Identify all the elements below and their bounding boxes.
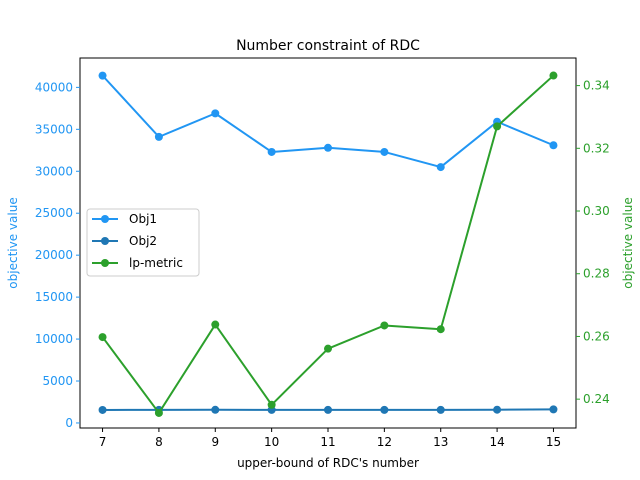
data-point-lp-metric bbox=[211, 320, 220, 329]
data-point-obj2 bbox=[324, 405, 332, 414]
y-left-tick-label: 25000 bbox=[35, 206, 73, 220]
chart-title: Number constraint of RDC bbox=[236, 38, 420, 54]
data-point-obj2 bbox=[493, 405, 502, 414]
y-right-tick-label: 0.34 bbox=[583, 79, 610, 93]
y-axis-label-right: objective value bbox=[621, 197, 635, 288]
y-right-tick-label: 0.30 bbox=[583, 204, 610, 218]
y-right-tick-label: 0.26 bbox=[583, 329, 610, 343]
x-tick-label: 9 bbox=[211, 435, 219, 449]
legend-label-lp-metric: lp-metric bbox=[129, 256, 183, 270]
data-point-lp-metric bbox=[549, 71, 558, 80]
data-point-obj2 bbox=[98, 405, 107, 414]
data-point-obj1 bbox=[211, 109, 220, 118]
legend-marker-obj2 bbox=[101, 237, 109, 245]
y-left-tick-label: 35000 bbox=[35, 122, 73, 136]
data-point-obj1 bbox=[436, 163, 445, 172]
y-axis-label-left: objective value bbox=[6, 197, 20, 288]
legend-marker-lp-metric bbox=[101, 259, 109, 267]
data-point-obj2 bbox=[549, 405, 558, 414]
data-point-lp-metric bbox=[267, 400, 276, 409]
y-left-tick-label: 40000 bbox=[35, 80, 73, 94]
y-left-tick-label: 20000 bbox=[35, 248, 73, 262]
x-tick-label: 11 bbox=[320, 435, 335, 449]
data-point-obj1 bbox=[380, 147, 389, 156]
legend-frame bbox=[86, 208, 200, 277]
x-tick-label: 13 bbox=[433, 435, 448, 449]
data-point-obj1 bbox=[98, 71, 107, 80]
y-left-tick-label: 5000 bbox=[42, 374, 73, 388]
y-left-tick-label: 10000 bbox=[35, 332, 73, 346]
data-point-obj2 bbox=[380, 405, 389, 414]
x-tick-label: 10 bbox=[264, 435, 279, 449]
data-point-lp-metric bbox=[324, 344, 332, 353]
legend-label-obj2: Obj2 bbox=[129, 234, 157, 248]
y-right-tick-label: 0.28 bbox=[583, 267, 610, 281]
x-tick-label: 8 bbox=[155, 435, 163, 449]
data-point-obj1 bbox=[267, 147, 276, 156]
data-point-obj2 bbox=[211, 405, 220, 414]
data-point-lp-metric bbox=[380, 321, 389, 330]
legend-marker-obj1 bbox=[101, 215, 109, 223]
data-point-lp-metric bbox=[493, 122, 502, 131]
y-left-tick-label: 15000 bbox=[35, 290, 73, 304]
legend-label-obj1: Obj1 bbox=[129, 212, 157, 226]
x-tick-label: 7 bbox=[99, 435, 107, 449]
data-point-lp-metric bbox=[436, 325, 445, 334]
y-left-tick-label: 30000 bbox=[35, 164, 73, 178]
data-point-obj1 bbox=[324, 143, 332, 152]
data-point-obj1 bbox=[154, 132, 163, 141]
data-point-obj1 bbox=[549, 141, 558, 150]
x-tick-label: 14 bbox=[489, 435, 504, 449]
x-axis-label: upper-bound of RDC's number bbox=[237, 456, 419, 470]
y-right-tick-label: 0.32 bbox=[583, 141, 610, 155]
legend: Obj1 Obj2 lp-metric bbox=[86, 208, 200, 277]
data-point-obj2 bbox=[436, 405, 445, 414]
y-right-tick-label: 0.24 bbox=[583, 392, 610, 406]
y-left-tick-label: 0 bbox=[65, 416, 73, 430]
data-point-lp-metric bbox=[154, 408, 163, 417]
x-tick-label: 12 bbox=[377, 435, 392, 449]
data-point-lp-metric bbox=[98, 333, 107, 342]
x-tick-label: 15 bbox=[546, 435, 561, 449]
series-line-obj1 bbox=[101, 74, 554, 169]
